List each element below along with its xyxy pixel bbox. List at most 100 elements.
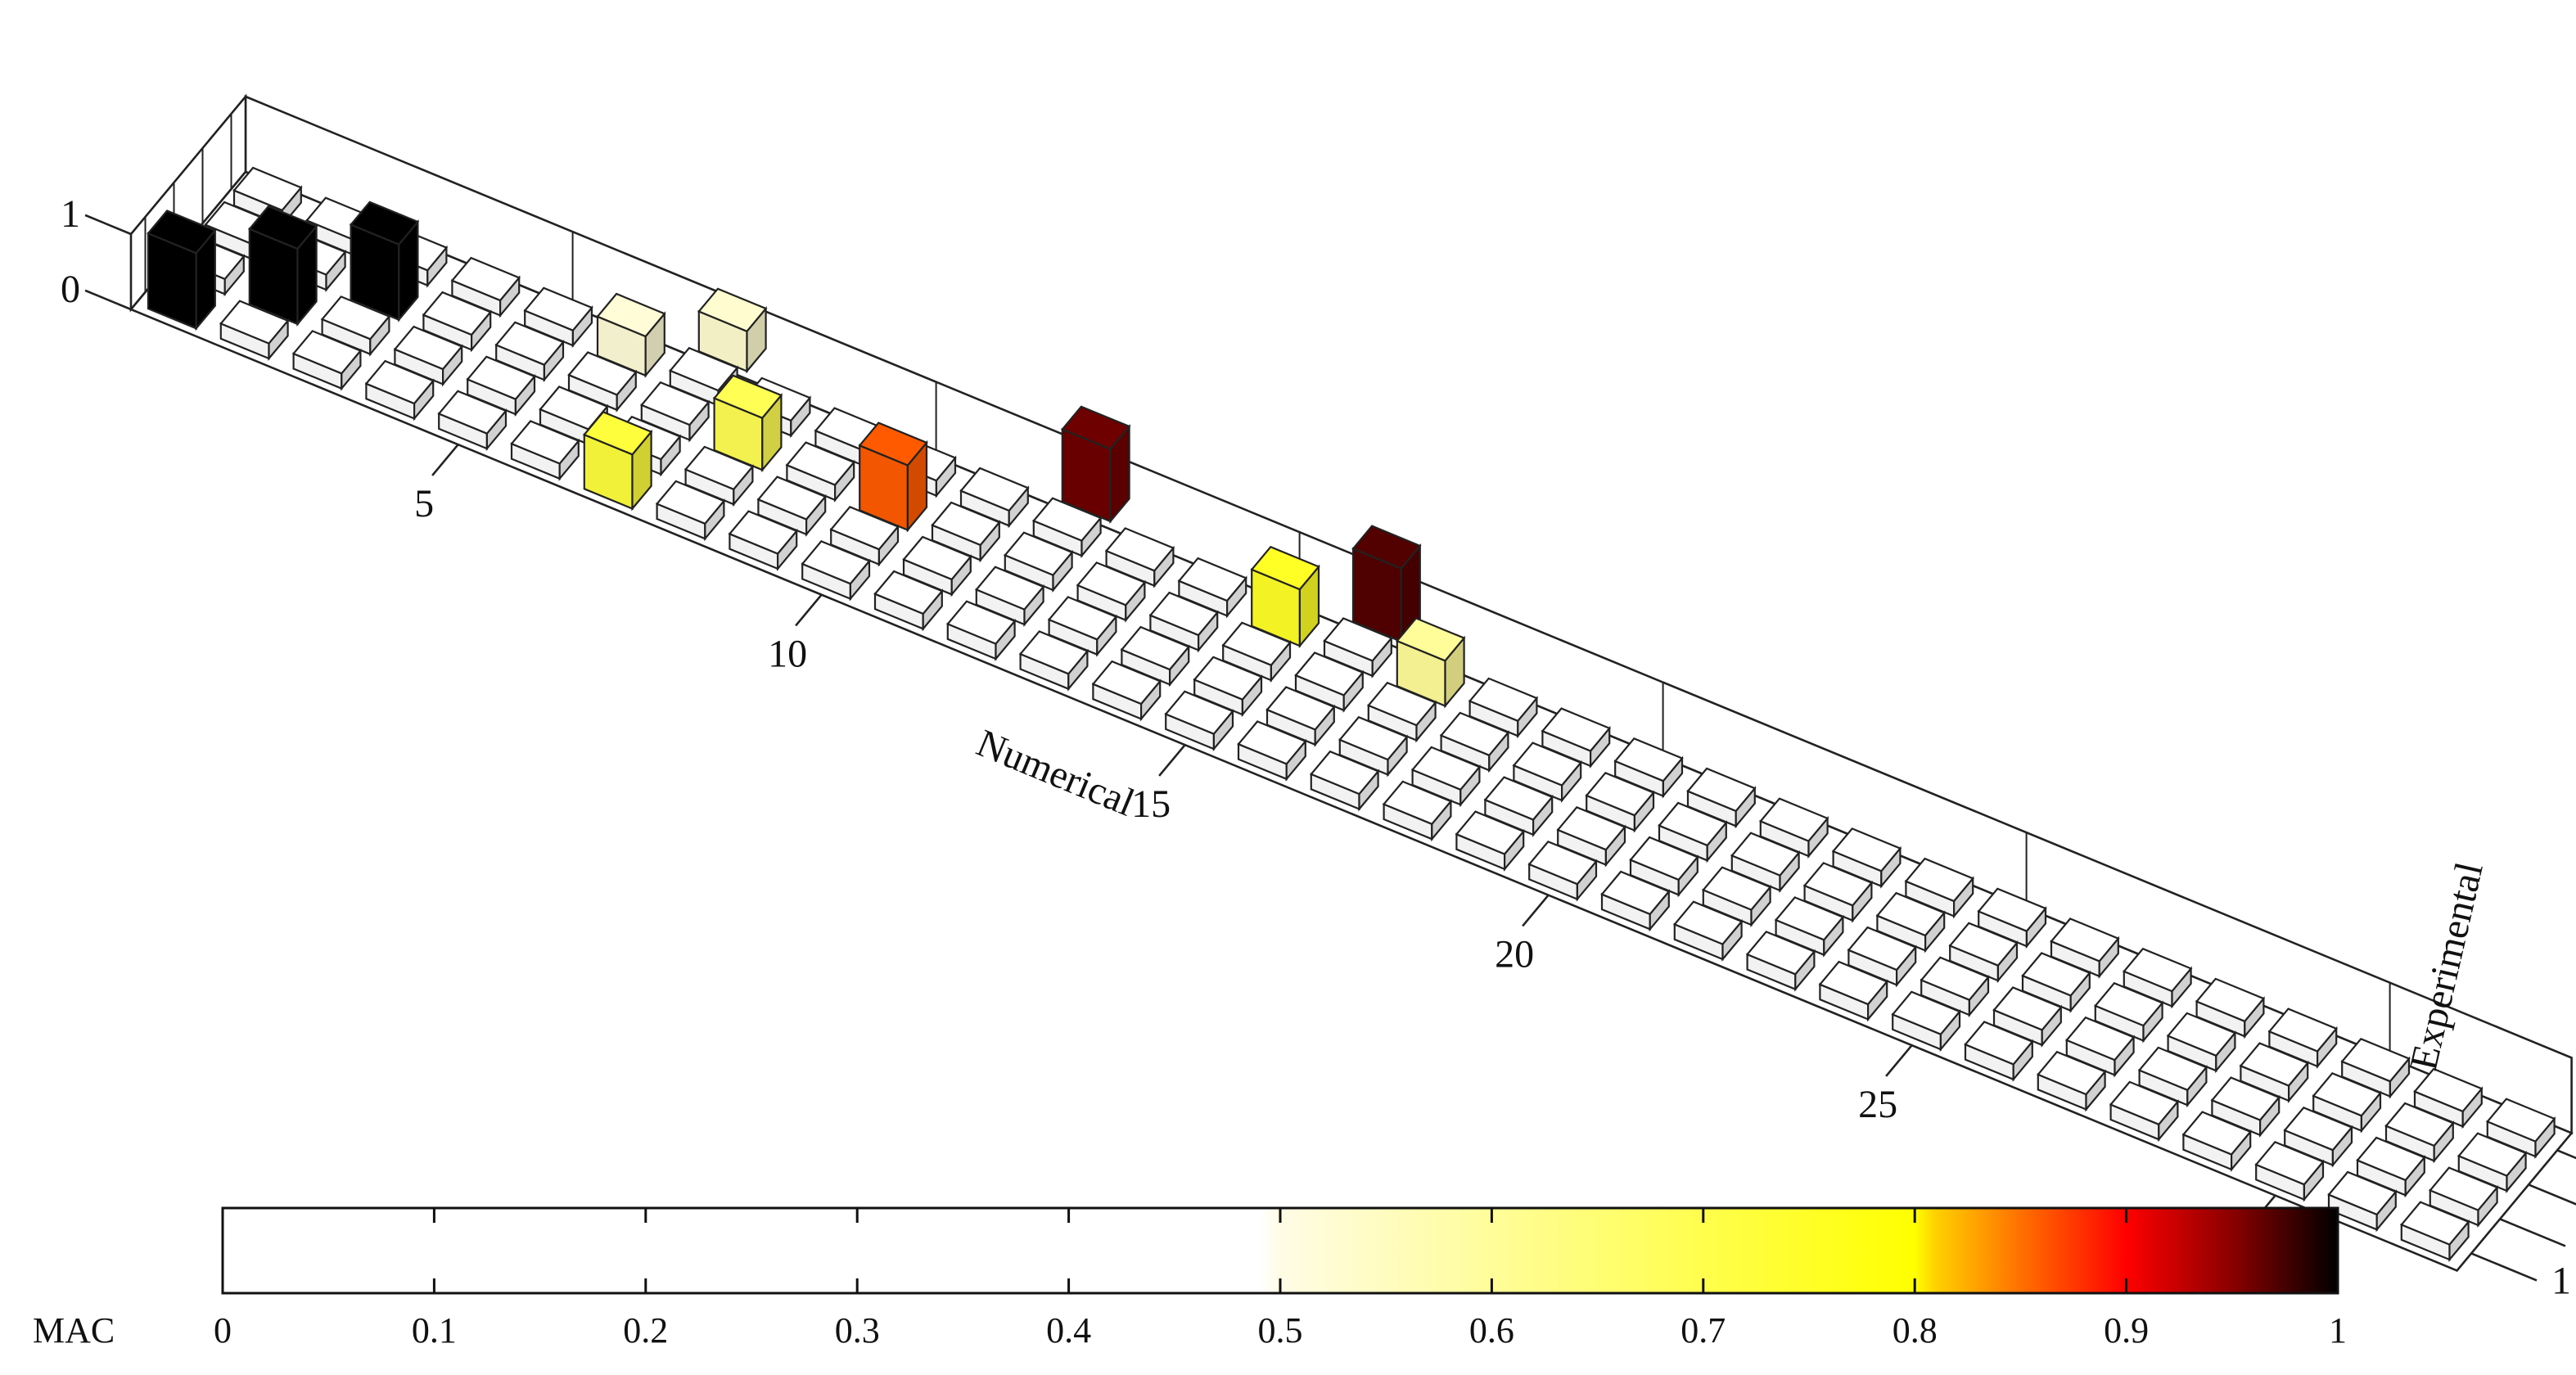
colorbar-tick-label: 0.6 <box>1469 1310 1514 1350</box>
bar-top-face <box>1672 900 1744 945</box>
bar-top-face <box>1338 715 1409 761</box>
bar <box>1891 990 1961 1053</box>
bar <box>1237 720 1307 782</box>
bar <box>1164 690 1234 752</box>
bar <box>1658 801 1728 863</box>
numerical-tick-mark <box>795 593 823 627</box>
bar-top-face <box>683 445 755 491</box>
bar-top-face <box>639 381 711 426</box>
numerical-tick-label: 5 <box>414 482 434 525</box>
bar-top-face <box>1177 557 1248 602</box>
bar-top-face <box>2485 1098 2556 1143</box>
bar-top-face <box>2210 1076 2281 1121</box>
bar <box>1265 686 1336 747</box>
bar-top-face <box>2413 1067 2484 1113</box>
bar-top-face <box>974 566 1045 611</box>
bar-top-face <box>466 355 536 401</box>
bar <box>582 410 653 512</box>
bar-top-face <box>1658 801 1728 847</box>
bar <box>2093 981 2164 1044</box>
experimental-tick-mark <box>2499 1218 2566 1247</box>
bar-top-face <box>1382 780 1453 826</box>
bar <box>785 441 856 503</box>
bar-top-face <box>232 166 303 212</box>
bar-top-face <box>247 205 318 250</box>
bar-top-face <box>1351 525 1422 570</box>
bar <box>232 166 303 228</box>
bar-top-face <box>2327 1170 2398 1216</box>
bar-top-face <box>1193 656 1263 701</box>
bar-top-face <box>959 467 1030 512</box>
bar <box>1948 922 2019 984</box>
bar <box>829 505 900 567</box>
bar-top-face <box>1148 591 1220 637</box>
bar <box>1003 531 1074 593</box>
colorbar-tick-label: 0 <box>214 1310 232 1350</box>
bar-top-face <box>2239 1042 2310 1087</box>
bar-top-face <box>1613 737 1684 782</box>
bar-top-face <box>945 600 1017 645</box>
colorbar-tick-label: 1 <box>2329 1310 2347 1350</box>
bar <box>1847 926 1918 988</box>
colorbar-tick-label: 0.3 <box>835 1310 880 1350</box>
bar <box>1818 960 1889 1022</box>
bar-top-face <box>1686 767 1757 813</box>
bar-top-face <box>1164 690 1234 736</box>
bar <box>1250 545 1320 649</box>
colorbar-tick-label: 0.8 <box>1893 1310 1938 1350</box>
bar-top-face <box>596 292 666 338</box>
bar-top-face <box>2312 1071 2382 1117</box>
experimental-tick-mark <box>2556 1149 2576 1160</box>
bar <box>655 480 726 542</box>
bar-top-face <box>829 505 900 551</box>
bar <box>1920 956 1990 1018</box>
bar-top-face <box>1395 617 1466 662</box>
bar <box>756 476 828 537</box>
bar-top-face <box>219 300 290 345</box>
bar-top-face <box>349 201 420 246</box>
bar-top-face <box>1104 527 1175 572</box>
floor <box>129 170 2574 1272</box>
bar-top-face <box>1891 990 1961 1036</box>
bar <box>219 300 290 362</box>
experimental-tick-mark <box>2528 1183 2576 1206</box>
bar <box>945 600 1017 662</box>
colorbar: 0 0.1 0.2 0.3 0.4 0.5 0.6 0.7 0.8 0.9 1 MAC <box>33 1206 2347 1350</box>
bar-top-face <box>655 480 726 525</box>
bar <box>1802 862 1874 923</box>
numerical-tick-mark <box>1158 744 1186 777</box>
bar-top-face <box>1366 681 1437 727</box>
bar-top-face <box>1745 931 1816 976</box>
colorbar-tick-label: 0.7 <box>1680 1310 1726 1350</box>
bar <box>1338 715 1409 778</box>
bar <box>1455 810 1526 872</box>
bar-top-face <box>2093 981 2164 1027</box>
bar-top-face <box>1920 956 1990 1002</box>
bar-top-face <box>2340 1037 2411 1083</box>
bar <box>450 256 521 318</box>
bar-top-face <box>1294 651 1365 697</box>
bar <box>974 566 1045 628</box>
bar-top-face <box>364 359 435 405</box>
bar-top-face <box>2122 947 2193 993</box>
bar-top-face <box>1831 827 1902 872</box>
bar-top-face <box>1309 750 1380 796</box>
bar <box>291 330 363 391</box>
bar-top-face <box>1018 630 1089 675</box>
bar-top-face <box>291 330 363 375</box>
bar-top-face <box>756 476 828 521</box>
bar <box>1745 931 1816 992</box>
bar <box>1091 660 1162 722</box>
bar-top-face <box>1237 720 1307 765</box>
bar <box>2109 1080 2180 1143</box>
bar <box>1701 866 1772 928</box>
experimental-axis-ticks: 1234 <box>2470 1149 2576 1302</box>
bar <box>1193 656 1263 718</box>
experimental-tick-mark <box>2470 1252 2538 1282</box>
bar <box>1323 617 1393 678</box>
bar <box>728 510 799 571</box>
bar-top-face <box>1948 922 2019 967</box>
bar <box>2399 1201 2470 1263</box>
bar <box>1556 805 1626 868</box>
